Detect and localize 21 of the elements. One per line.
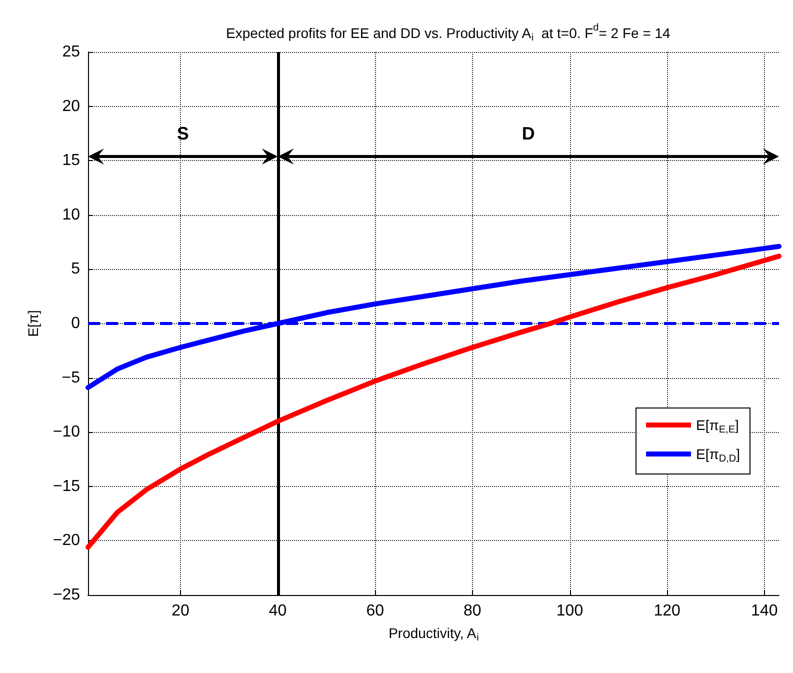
annotation: D	[522, 123, 535, 144]
x-tick-label: 120	[654, 602, 681, 620]
x-tick-label: 80	[464, 602, 482, 620]
y-tick-label: 15	[62, 152, 80, 170]
y-tick-label: 20	[62, 98, 80, 115]
y-tick-label: −15	[52, 478, 80, 495]
annotation: S	[176, 123, 189, 144]
x-tick-label: 20	[172, 602, 190, 620]
x-tick-label: 40	[268, 602, 287, 620]
x-tick-label: 60	[366, 602, 384, 620]
y-tick-label: 25	[62, 44, 80, 60]
y-tick-label: 10	[62, 206, 80, 224]
y-tick-label: −5	[62, 369, 80, 386]
x-tick-label: 100	[556, 602, 584, 620]
y-tick-label: −10	[52, 424, 80, 441]
y-tick-label: −20	[52, 532, 80, 550]
y-axis-title: E[π]	[25, 310, 41, 337]
y-tick-label: 0	[71, 315, 80, 332]
y-tick-label: 5	[71, 260, 80, 278]
x-tick-label: 140	[751, 602, 778, 620]
y-tick-label: −25	[52, 586, 80, 604]
